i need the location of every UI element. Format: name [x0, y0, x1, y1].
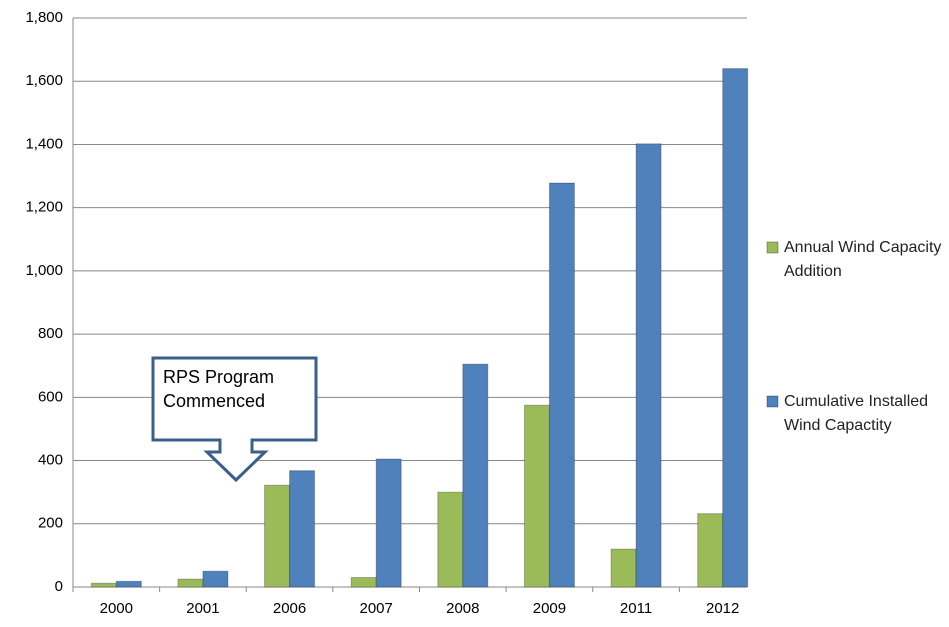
legend-swatch: [766, 395, 779, 408]
y-tick-label: 600: [38, 388, 63, 405]
x-tick-label: 2011: [620, 600, 652, 617]
annotation: RPS Program Commenced: [163, 367, 275, 411]
bar: [635, 143, 662, 588]
bar: [115, 580, 142, 588]
y-tick-label: 1,200: [25, 199, 63, 216]
bar: [350, 577, 377, 588]
bar: [90, 582, 117, 588]
y-tick-label: 0: [55, 578, 63, 595]
bar: [610, 548, 637, 588]
y-tick-label: 1,000: [25, 262, 63, 279]
y-tick-label: 1,600: [25, 72, 63, 89]
bar: [548, 182, 575, 588]
legend-swatch: [766, 241, 779, 254]
bar: [264, 484, 291, 588]
bar: [437, 491, 464, 588]
x-tick-label: 2000: [100, 600, 133, 617]
legend-entry: Cumulative Installed Wind Capactity: [784, 393, 929, 434]
bar: [697, 513, 724, 588]
bar: [462, 363, 489, 588]
bar: [523, 404, 550, 588]
x-tick-label: 2001: [186, 600, 219, 617]
bar: [202, 570, 229, 588]
bar: [722, 68, 749, 588]
x-tick-label: 2006: [273, 600, 306, 617]
x-tick-label: 2009: [533, 600, 566, 617]
x-tick-label: 2007: [360, 600, 393, 617]
y-tick-label: 200: [38, 515, 63, 532]
y-tick-label: 1,400: [25, 135, 63, 152]
legend-entry: Annual Wind Capacity Addition: [784, 239, 942, 280]
y-tick-label: 1,800: [25, 9, 63, 26]
y-tick-label: 400: [38, 452, 63, 469]
x-tick-label: 2012: [706, 600, 739, 617]
x-tick-label: 2008: [446, 600, 479, 617]
y-tick-label: 800: [38, 325, 63, 342]
bar: [375, 458, 402, 588]
callout-shape: [151, 356, 318, 483]
bar: [177, 578, 204, 588]
bar: [289, 470, 316, 588]
